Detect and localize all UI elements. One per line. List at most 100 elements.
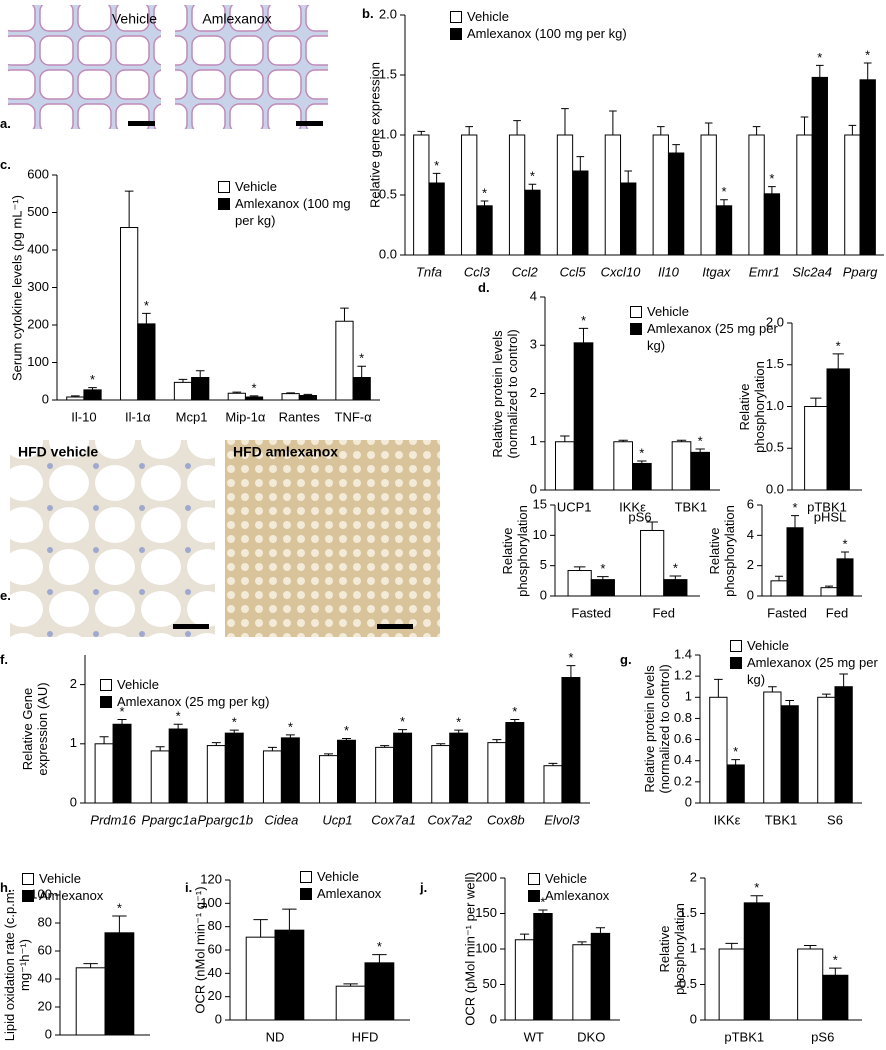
legend-label: Amlexanox	[39, 888, 104, 903]
error-bar	[538, 909, 548, 914]
significance-mark: *	[754, 880, 759, 895]
y-tick-label: 0	[490, 1011, 497, 1026]
panel-letter: g.	[620, 652, 632, 667]
bar	[514, 939, 535, 1021]
bar	[715, 205, 733, 256]
error-bar	[282, 908, 297, 931]
y-tick-label: 10	[533, 527, 547, 542]
panel-letter: h.	[0, 880, 12, 895]
panel-letter: d.	[478, 280, 490, 295]
error-bar	[720, 199, 728, 206]
x-tick-label: Itgax	[702, 264, 731, 279]
legend-swatch	[300, 888, 312, 900]
y-tick-label: 80	[208, 918, 222, 933]
y-axis-label: Relative protein levels (normalized to c…	[642, 664, 672, 794]
bar	[804, 406, 828, 491]
error-bar	[669, 575, 682, 580]
y-axis-label: Relative phosphorylation	[707, 504, 737, 597]
histology-image	[10, 440, 215, 637]
x-tick-label: IKKε	[714, 812, 741, 827]
x-tick-label: TNF-α	[335, 409, 373, 424]
error-bar	[341, 737, 351, 741]
y-tick-label: 1.4	[674, 646, 692, 661]
scale-bar	[173, 624, 209, 629]
bar	[573, 342, 594, 491]
y-tick-label: 1	[690, 940, 697, 955]
y-tick-label: 1	[685, 689, 692, 704]
legend: Vehicle Amlexanox	[300, 868, 420, 902]
y-tick-label: 0.2	[674, 773, 692, 788]
y-tick-label: 3	[530, 337, 537, 352]
bar	[191, 377, 210, 401]
significance-mark: *	[836, 338, 841, 353]
histology-e: HFD vehicle HFD amlexanox	[10, 440, 440, 637]
error-bar	[195, 370, 205, 378]
x-tick-label: HFD	[352, 1029, 379, 1044]
error-bar	[714, 678, 723, 698]
significance-mark: *	[769, 171, 774, 186]
error-bar	[432, 172, 441, 183]
error-bar	[618, 439, 628, 442]
legend-entry: Amlexanox	[528, 887, 658, 904]
y-tick-label: 0.0	[766, 481, 784, 496]
bar	[604, 134, 622, 256]
bar	[262, 750, 282, 804]
scale-bar	[296, 121, 323, 126]
error-bar	[841, 551, 849, 559]
bar	[763, 691, 782, 804]
x-tick-label: Cox7a1	[371, 812, 416, 827]
error-bar	[480, 200, 489, 206]
y-axis-label: Lipid oxidation rate (c.p.m. mg⁻¹h⁻¹)	[2, 888, 32, 1042]
bar	[75, 967, 106, 1036]
error-bar	[595, 927, 606, 934]
bar	[859, 79, 876, 256]
y-tick-label: 0	[45, 1026, 52, 1041]
error-bar	[285, 734, 295, 738]
legend-entry: Vehicle	[100, 676, 400, 693]
legend-entry: Amlexanox	[22, 887, 152, 904]
error-bar	[519, 933, 530, 940]
bar	[844, 134, 861, 256]
error-bar	[173, 723, 183, 729]
significance-mark: *	[842, 536, 847, 551]
legend: Vehicle Amlexanox (25 mg per kg)	[730, 637, 880, 688]
y-tick-label: 0	[70, 794, 77, 809]
bar	[561, 676, 581, 804]
bar	[487, 742, 507, 804]
y-tick-label: 15	[533, 496, 547, 511]
legend-swatch	[730, 657, 742, 669]
significance-mark: *	[456, 715, 461, 730]
y-tick-label: 300	[27, 279, 49, 294]
x-tick-label: Rantes	[279, 409, 321, 424]
bar	[352, 377, 371, 401]
error-bar	[775, 575, 783, 581]
error-bar	[155, 746, 165, 751]
error-bar	[99, 736, 109, 744]
significance-mark: *	[792, 500, 797, 515]
y-tick-label: 0.4	[674, 752, 692, 767]
legend-swatch	[630, 323, 642, 335]
y-tick-label: 1.0	[766, 398, 784, 413]
significance-mark: *	[721, 184, 726, 199]
bar	[543, 765, 563, 804]
panel-letter: e.	[0, 588, 11, 603]
bar	[281, 393, 300, 401]
scale-bar	[128, 121, 155, 126]
x-tick-label: Fed	[653, 605, 675, 620]
bar	[632, 462, 652, 491]
error-bar	[142, 312, 151, 324]
error-bar	[695, 448, 705, 453]
y-tick-label: 20	[208, 988, 222, 1003]
bar	[836, 558, 854, 597]
error-bar	[398, 729, 408, 734]
x-tick-label: Elvol3	[544, 812, 580, 827]
panel-letter: a.	[0, 116, 11, 131]
bar	[298, 395, 317, 401]
histology-image	[175, 5, 328, 129]
bar	[620, 182, 637, 256]
bar	[104, 932, 135, 1036]
significance-mark: *	[251, 380, 256, 395]
bar	[822, 974, 849, 1021]
y-tick-label: 1	[530, 433, 537, 448]
